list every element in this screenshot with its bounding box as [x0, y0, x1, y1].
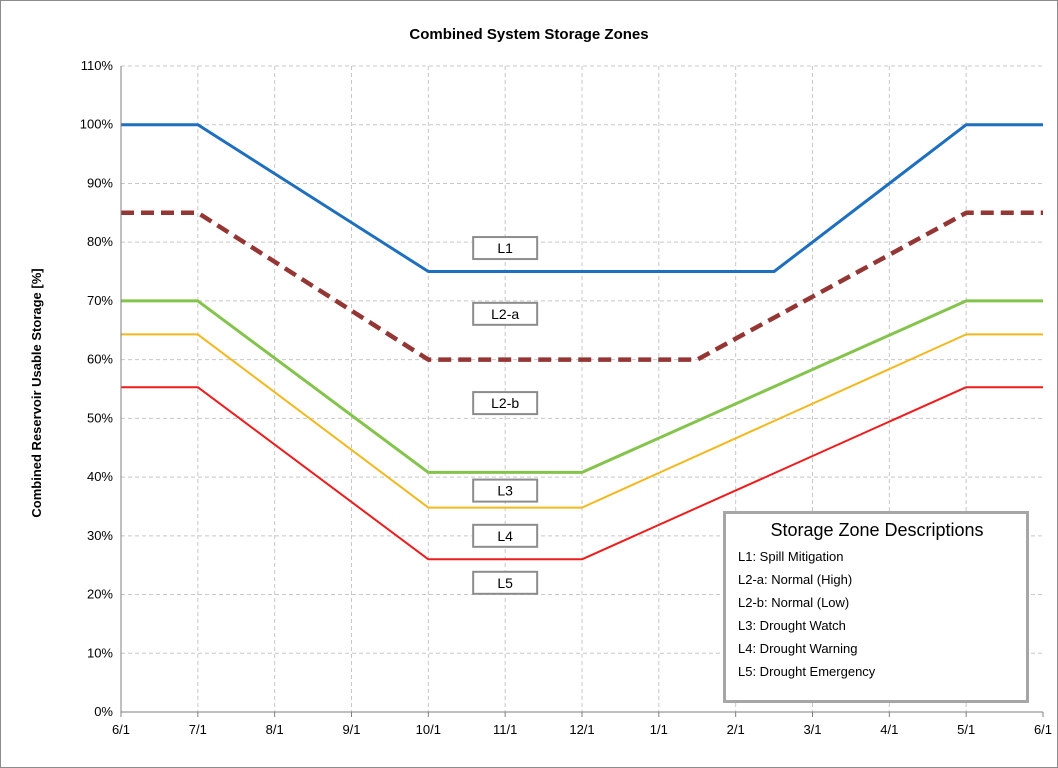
y-tick-label: 30% [87, 528, 113, 543]
legend-item: L1: Spill Mitigation [738, 549, 844, 564]
line-layer [121, 123, 1043, 561]
x-tick-label: 2/1 [727, 722, 745, 737]
series-line-3 [121, 299, 1043, 474]
y-axis-label: Combined Reservoir Usable Storage [%] [29, 268, 44, 517]
tick-layer: 0% 10% 20% 30% 40% 50% 60% 70% 80% 90% 100% 110% 6/1… [80, 58, 1052, 737]
zone-label-box [472, 236, 539, 261]
x-tick-label: 8/1 [266, 722, 284, 737]
zone-label-text: L3 [497, 483, 513, 499]
chart-title: Combined System Storage Zones [409, 26, 648, 43]
y-tick-label: 0% [94, 704, 113, 719]
zone-label: L2-b [472, 391, 539, 416]
series-line-4 [121, 333, 1043, 509]
zone-label: L1 [472, 236, 539, 261]
x-tick-label: 5/1 [957, 722, 975, 737]
y-tick-label: 60% [87, 352, 113, 367]
zone-label: L3 [472, 478, 539, 503]
legend-item: L2-b: Normal (Low) [738, 595, 850, 610]
zone-label: L4 [472, 523, 539, 548]
zone-label-text: L1 [497, 240, 513, 256]
y-tick-label: 90% [87, 175, 113, 190]
x-tick-label: 4/1 [880, 722, 898, 737]
legend-title: Storage Zone Descriptions [770, 520, 984, 540]
series-line-2 [121, 210, 1043, 362]
series-line-1 [121, 123, 1043, 273]
zone-label-text: L2-b [491, 395, 519, 411]
y-tick-label: 40% [87, 469, 113, 484]
zone-label: L5 [472, 570, 539, 595]
zone-label-box [472, 391, 539, 416]
zone-label-box [472, 523, 539, 548]
x-tick-label: 7/1 [189, 722, 207, 737]
x-tick-label: 9/1 [342, 722, 360, 737]
x-tick-label: 12/1 [569, 722, 594, 737]
y-tick-label: 10% [87, 645, 113, 660]
zone-label-box [472, 570, 539, 595]
zone-label-text: L4 [497, 528, 513, 544]
y-tick-label: 70% [87, 293, 113, 308]
y-tick-label: 100% [80, 117, 114, 132]
zone-label-text: L5 [497, 575, 513, 591]
y-tick-label: 110% [81, 58, 114, 73]
x-tick-label: 3/1 [803, 722, 821, 737]
legend-item: L2-a: Normal (High) [738, 572, 853, 587]
series-line-5 [121, 386, 1043, 561]
legend-box: Storage Zone Descriptions L1: Spill Miti… [723, 511, 1029, 703]
zone-label-layer: L1 L2-a L2-b L3 L4 L5 [472, 236, 539, 595]
legend-item: L5: Drought Emergency [738, 664, 876, 679]
y-tick-label: 80% [87, 234, 113, 249]
x-tick-label: 6/1 [112, 722, 130, 737]
x-tick-label: 6/1 [1034, 722, 1052, 737]
grid-layer [121, 65, 1043, 712]
legend-item: L3: Drought Watch [738, 618, 846, 633]
y-tick-label: 50% [87, 410, 113, 425]
zone-label-text: L2-a [491, 306, 519, 322]
zone-label-box [472, 478, 539, 503]
legend-item: L4: Drought Warning [738, 641, 858, 656]
zone-label-box [472, 301, 539, 326]
y-tick-label: 20% [87, 587, 113, 602]
x-tick-label: 11/1 [493, 722, 517, 737]
zone-label: L2-a [472, 301, 539, 326]
x-tick-label: 10/1 [416, 722, 441, 737]
x-tick-label: 1/1 [650, 722, 668, 737]
